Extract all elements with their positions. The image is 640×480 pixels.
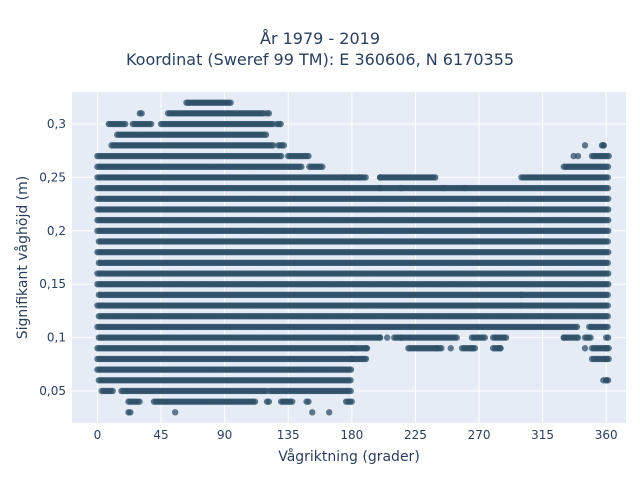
scatter-point — [604, 184, 612, 192]
scatter-point — [326, 409, 333, 416]
scatter-point — [347, 366, 355, 373]
scatter-point — [305, 398, 312, 405]
scatter-point — [604, 206, 612, 213]
scatter-point — [604, 313, 611, 320]
scatter-point — [604, 323, 611, 331]
scatter-point — [604, 238, 611, 245]
scatter-point — [604, 259, 611, 267]
scatter-point — [136, 398, 143, 405]
scatter-point — [288, 398, 296, 405]
scatter-point — [604, 248, 612, 256]
scatter-point — [604, 280, 612, 288]
scatter-point — [604, 227, 612, 235]
scatter-point — [347, 377, 354, 384]
scatter-point — [604, 216, 612, 224]
scatter-point — [481, 334, 489, 341]
scatter-point — [587, 334, 594, 341]
chart-title-line-1: År 1979 - 2019 — [260, 29, 380, 48]
scatter-point — [604, 195, 612, 202]
scatter-point — [438, 345, 445, 352]
scatter-point — [251, 398, 259, 405]
scatter-point — [604, 270, 612, 277]
scatter-point — [171, 409, 179, 416]
scatter-point — [127, 409, 134, 416]
scatter-point — [347, 387, 354, 395]
scatter-point — [309, 409, 316, 416]
scatter-point — [265, 398, 273, 405]
chart-title-line-2: Koordinat (Sweref 99 TM): E 360606, N 61… — [125, 50, 515, 69]
scatter-point — [573, 323, 581, 331]
scatter-point — [604, 334, 612, 341]
scatter-point — [502, 334, 510, 341]
scatter-point — [109, 387, 116, 395]
data-points — [94, 99, 612, 416]
scatter-point — [348, 398, 355, 405]
scatter-point — [604, 302, 611, 309]
scatter-point — [604, 291, 611, 299]
scatter-point — [453, 334, 460, 341]
